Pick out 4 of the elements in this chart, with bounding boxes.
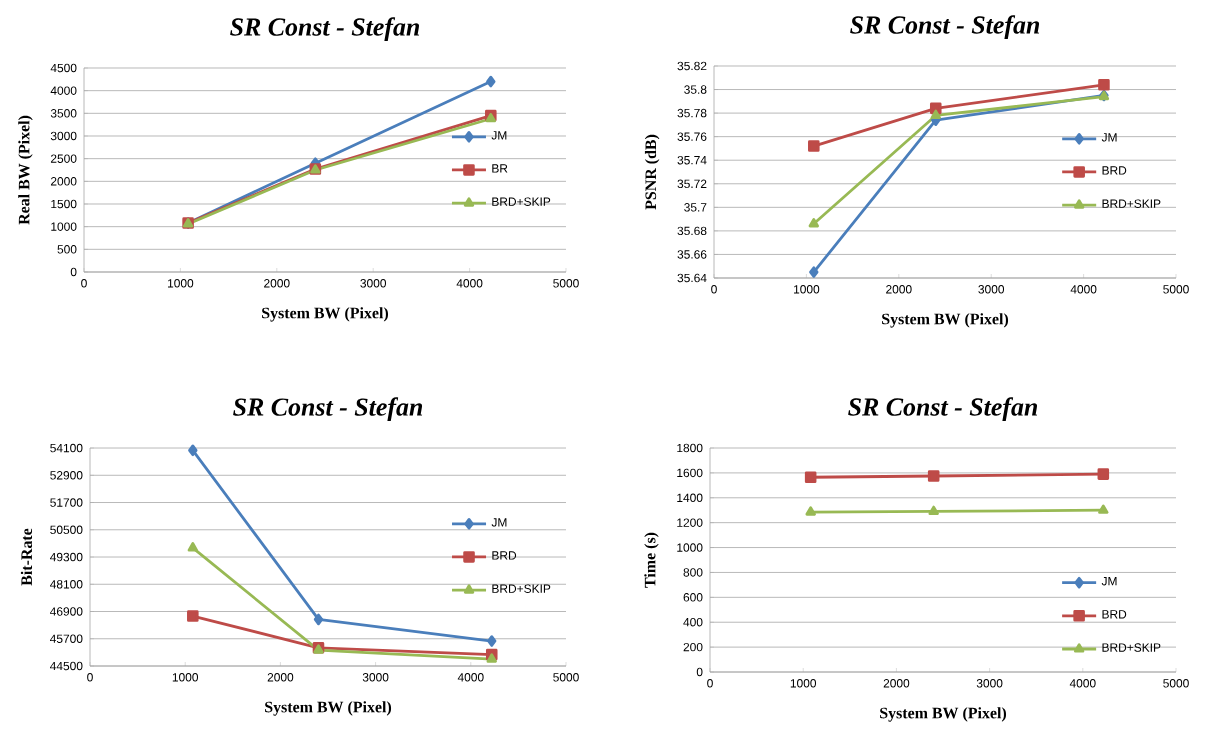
chart-title: SR Const - Stefan <box>850 15 1040 40</box>
chart-title: SR Const - Stefan <box>848 397 1038 422</box>
chart-title: SR Const - Stefan <box>230 17 420 42</box>
chart-title: SR Const - Stefan <box>233 397 423 422</box>
